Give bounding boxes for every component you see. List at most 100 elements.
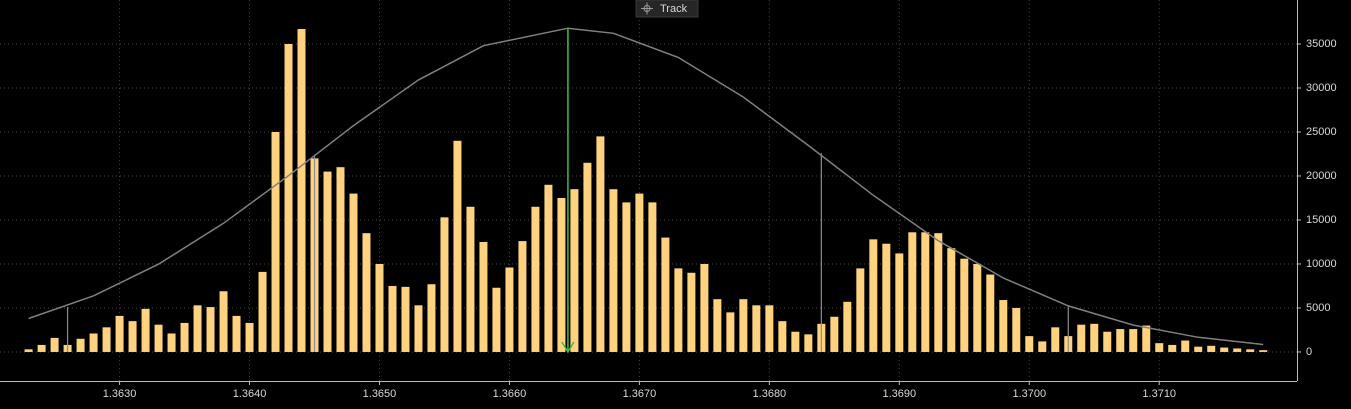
x-tick-label: 1.3710 [1142, 388, 1176, 400]
bar [960, 258, 969, 352]
track-button-bg[interactable] [635, 0, 699, 18]
bar [1129, 329, 1138, 352]
bar [258, 271, 267, 352]
x-tick-label: 1.3630 [103, 388, 137, 400]
bar [1194, 346, 1203, 352]
bar [1090, 323, 1099, 352]
bar [1181, 340, 1190, 352]
y-tick-label: 5000 [1306, 302, 1330, 314]
bar [947, 248, 956, 352]
bar [206, 307, 215, 352]
bar [726, 312, 735, 352]
y-tick-label: 30000 [1306, 82, 1337, 94]
bar [1077, 324, 1086, 352]
bar [869, 239, 878, 352]
bar [479, 241, 488, 352]
bar [635, 193, 644, 352]
bar [115, 315, 124, 352]
bar [856, 268, 865, 352]
bar [349, 193, 358, 352]
y-tick-label: 25000 [1306, 126, 1337, 138]
bar [921, 232, 930, 352]
bar [167, 333, 176, 352]
bar [193, 305, 202, 352]
bar [427, 284, 436, 352]
bar [570, 189, 579, 352]
y-tick-label: 0 [1306, 346, 1312, 358]
bar [609, 189, 618, 352]
bar [1025, 336, 1034, 352]
bar [674, 268, 683, 352]
bar [1168, 344, 1177, 352]
bar [583, 162, 592, 352]
bar [37, 344, 46, 352]
bar [102, 327, 111, 352]
bar [1103, 331, 1112, 352]
bar [687, 272, 696, 352]
bar [76, 338, 85, 352]
bar [1259, 350, 1268, 352]
track-button[interactable]: Track [635, 0, 699, 18]
y-tick-label: 10000 [1306, 258, 1337, 270]
bar [596, 136, 605, 352]
bar [1038, 341, 1047, 352]
bar [89, 333, 98, 352]
bar [661, 237, 670, 352]
bar [297, 29, 306, 352]
bar [50, 337, 59, 352]
bar [778, 321, 787, 352]
bar [739, 299, 748, 352]
bar [765, 305, 774, 352]
bar [648, 202, 657, 352]
bar [1155, 343, 1164, 352]
bar [791, 331, 800, 352]
bar [557, 197, 566, 352]
bar [401, 286, 410, 352]
x-tick-label: 1.3690 [882, 388, 916, 400]
y-tick-label: 35000 [1306, 38, 1337, 50]
bar [895, 253, 904, 352]
bar [1220, 347, 1229, 352]
bar [453, 140, 462, 352]
bar [713, 299, 722, 352]
bar [973, 263, 982, 352]
bar [908, 232, 917, 352]
bar [375, 263, 384, 352]
bar [1246, 349, 1255, 352]
bar [531, 206, 540, 352]
bar [544, 184, 553, 352]
y-tick-label: 15000 [1306, 214, 1337, 226]
x-tick-label: 1.3700 [1012, 388, 1046, 400]
bar [804, 334, 813, 352]
bar [830, 316, 839, 352]
bar [843, 301, 852, 352]
y-tick-label: 20000 [1306, 170, 1337, 182]
bar [154, 324, 163, 352]
bar [323, 171, 332, 352]
bar [466, 206, 475, 352]
plot: 0 5000 10000 15000 20000 25000 30000 35000 1.363… [0, 0, 1337, 400]
crosshair-icon [641, 2, 653, 15]
bar [492, 287, 501, 352]
bar [245, 322, 254, 352]
bar [1233, 348, 1242, 352]
bar [219, 291, 228, 352]
bar [1012, 307, 1021, 352]
bar [622, 202, 631, 352]
track-label[interactable]: Track [660, 3, 688, 15]
bar [1207, 345, 1216, 352]
bar [180, 322, 189, 352]
bar [518, 241, 527, 352]
bar [700, 263, 709, 352]
bar [986, 274, 995, 352]
bar [934, 233, 943, 352]
mean-arrowhead [561, 341, 575, 354]
bar [1051, 327, 1060, 352]
bar [752, 305, 761, 352]
bar [336, 167, 345, 352]
bar [414, 305, 423, 352]
bar [882, 243, 891, 352]
bar [128, 321, 137, 352]
x-tick-label: 1.3680 [753, 388, 787, 400]
x-tick-label: 1.3650 [363, 388, 397, 400]
